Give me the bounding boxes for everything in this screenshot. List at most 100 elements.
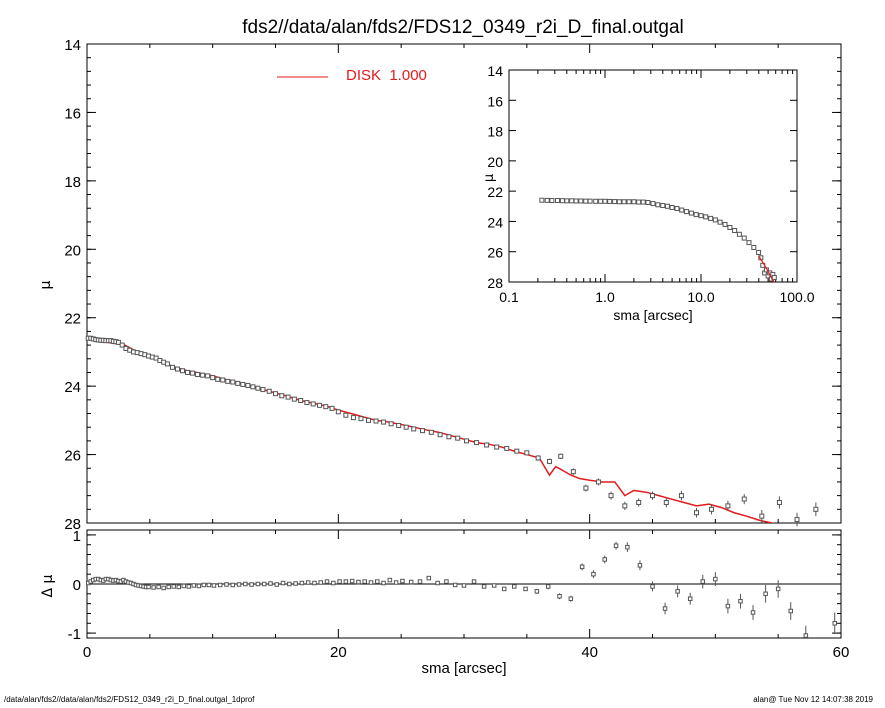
inset-data-point xyxy=(569,198,575,204)
main-data-point xyxy=(725,503,731,509)
main-data-point xyxy=(514,448,520,454)
inset-data-point xyxy=(602,198,608,204)
residual-data-point xyxy=(557,594,562,599)
residual-data-point xyxy=(368,580,374,585)
main-data-point xyxy=(546,458,552,464)
residual-data-point xyxy=(417,579,423,584)
residual-y-tick-label: 1 xyxy=(73,528,81,545)
residual-y-tick-label: 0 xyxy=(73,577,81,594)
residual-data-point xyxy=(613,543,619,548)
inset-data-point xyxy=(539,197,545,203)
residual-data-point xyxy=(637,563,643,568)
residual-data-point xyxy=(650,584,655,589)
main-y-tick-label: 14 xyxy=(64,37,81,54)
residual-data-point xyxy=(750,610,756,615)
main-data-point xyxy=(343,412,349,418)
residual-data-point xyxy=(261,581,267,587)
inset-data-point xyxy=(698,213,704,219)
inset-data-point xyxy=(684,209,690,215)
residual-data-point xyxy=(687,596,693,601)
inset-data-point xyxy=(674,206,680,212)
main-x-minor-ticks xyxy=(86,44,842,523)
main-data-point xyxy=(693,510,699,516)
residual-data-point xyxy=(299,580,305,586)
inset-data-point xyxy=(549,198,555,204)
residual-data-point xyxy=(343,579,349,584)
main-data-point xyxy=(535,455,541,461)
inset-data-point xyxy=(587,198,593,204)
residual-data-point xyxy=(268,581,273,586)
main-data-point xyxy=(298,398,304,404)
inset-data-point xyxy=(564,198,570,204)
inset-model-line xyxy=(758,255,775,282)
legend-label: DISK 1.000 xyxy=(346,67,427,84)
residual-data-point xyxy=(181,583,187,589)
residual-data-point xyxy=(501,586,507,592)
residual-data-point xyxy=(400,578,405,584)
main-data-point xyxy=(403,424,409,430)
main-data-point xyxy=(396,422,402,428)
inset-data-point xyxy=(559,198,565,204)
inset-data-point xyxy=(741,235,747,241)
inset-plot-panel: 14 16 18 20 22 24 26 280.1 1.0 10.0 100.0 μ sma [a… xyxy=(482,63,815,323)
residual-data-point xyxy=(381,580,386,586)
residual-data-point xyxy=(349,578,355,584)
inset-data-point xyxy=(598,198,604,204)
residual-data-point xyxy=(738,598,743,604)
inset-data-point xyxy=(631,199,637,205)
inset-data-point xyxy=(703,214,709,220)
main-data-point xyxy=(174,366,180,372)
residual-data-point xyxy=(625,544,630,550)
residual-data-point xyxy=(318,580,323,585)
residual-data-point xyxy=(331,580,336,586)
inset-data-point xyxy=(645,200,651,205)
inset-data-point xyxy=(664,203,670,209)
chart-title: fds2//data/alan/fds2/FDS12_0349_r2i_D_fi… xyxy=(242,17,684,38)
main-y-axis-label: μ xyxy=(38,280,54,289)
residual-data-point xyxy=(662,606,668,611)
inset-data-point xyxy=(746,240,752,246)
main-data-point xyxy=(464,438,470,444)
residual-data-point xyxy=(274,582,280,587)
inset-data-point xyxy=(573,198,579,204)
residual-data-point xyxy=(255,581,261,587)
residual-x-tick-label: 20 xyxy=(330,644,347,661)
residual-data-points xyxy=(86,541,837,638)
residual-data-point xyxy=(151,585,156,590)
main-data-point xyxy=(185,369,191,375)
inset-y-tick-label: 28 xyxy=(487,275,503,291)
residual-data-point xyxy=(444,579,449,584)
main-data-point xyxy=(794,517,800,523)
main-data-point xyxy=(200,372,206,378)
main-data-point xyxy=(776,499,782,505)
main-data-point xyxy=(190,370,196,376)
inset-data-point xyxy=(712,217,718,223)
residual-data-point xyxy=(713,576,718,582)
main-data-point xyxy=(595,479,601,485)
main-data-point xyxy=(558,453,564,459)
residual-data-point xyxy=(375,579,380,584)
main-y-tick-label: 16 xyxy=(64,105,81,122)
residual-data-point xyxy=(426,575,432,581)
main-data-point xyxy=(304,400,310,406)
main-data-point xyxy=(240,381,246,387)
residual-data-point xyxy=(161,585,166,591)
residual-data-point xyxy=(602,557,607,562)
residual-data-point xyxy=(186,584,192,589)
main-data-points xyxy=(85,335,819,527)
inset-data-point xyxy=(626,199,632,205)
main-data-point xyxy=(813,506,819,512)
residual-data-point xyxy=(356,579,361,585)
main-data-point xyxy=(220,377,226,383)
inset-data-point xyxy=(736,231,742,237)
main-data-point xyxy=(365,417,371,423)
main-data-point xyxy=(225,378,231,384)
residual-data-point xyxy=(803,633,809,638)
residual-data-point xyxy=(249,582,254,587)
main-data-point xyxy=(310,401,316,407)
inset-data-point xyxy=(732,228,738,234)
residual-data-point xyxy=(471,579,477,584)
main-data-point xyxy=(250,384,256,390)
residual-y-tick-label: -1 xyxy=(68,626,81,643)
